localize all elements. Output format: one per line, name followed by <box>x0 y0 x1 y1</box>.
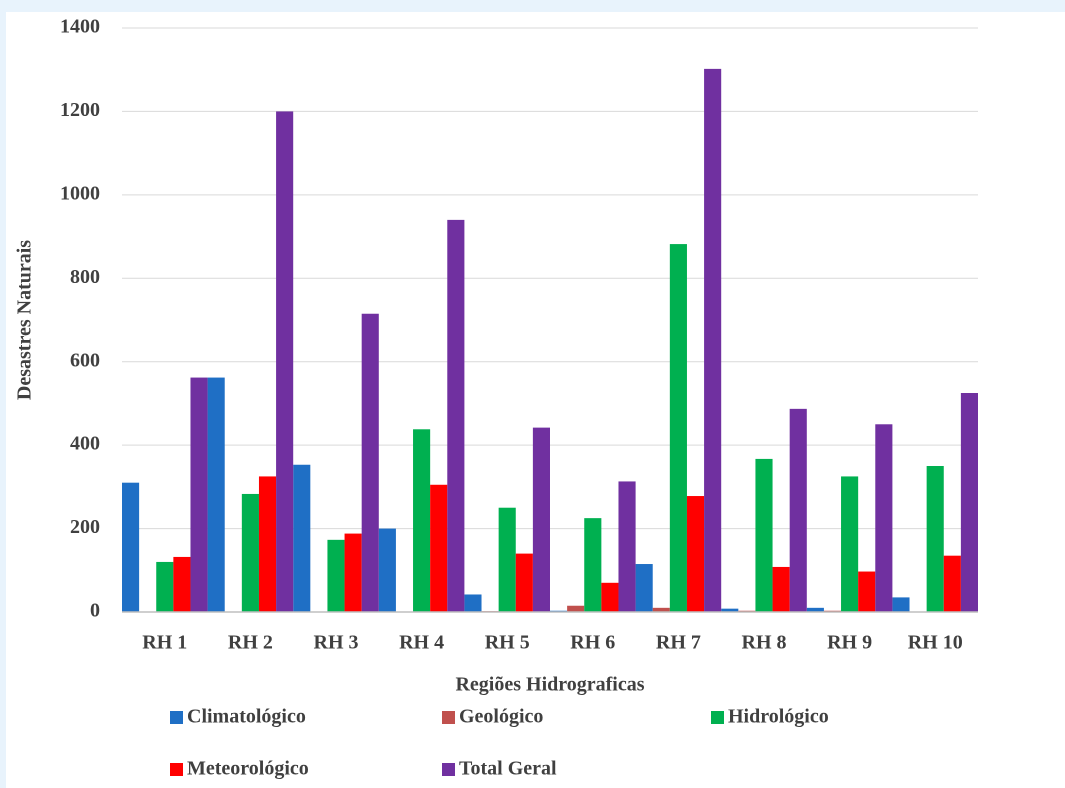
bar <box>635 564 653 612</box>
legend-label: Hidrológico <box>728 706 829 728</box>
bar <box>892 597 910 612</box>
bar <box>293 464 311 612</box>
y-tick-label: 1200 <box>60 99 100 121</box>
chart-background <box>6 12 1065 788</box>
bar <box>943 555 961 612</box>
legend-swatch <box>170 711 183 724</box>
legend-swatch <box>170 763 183 776</box>
x-tick-label: RH 7 <box>656 632 701 654</box>
bar <box>190 377 208 612</box>
bar <box>122 482 140 612</box>
bar <box>584 518 602 612</box>
x-tick-label: RH 6 <box>570 632 615 654</box>
bar <box>378 528 396 612</box>
bar <box>669 244 687 612</box>
x-tick-label: RH 2 <box>228 632 273 654</box>
bar <box>207 377 225 612</box>
bar <box>430 484 448 612</box>
bar <box>841 476 859 612</box>
bar <box>515 553 533 612</box>
bar <box>567 605 585 612</box>
bar <box>858 571 876 612</box>
bar <box>686 496 705 612</box>
bar <box>498 507 516 612</box>
x-tick-label: RH 5 <box>485 632 530 654</box>
bar <box>704 68 722 612</box>
y-tick-label: 400 <box>70 433 100 455</box>
legend-label: Meteorológico <box>187 758 309 780</box>
legend-swatch <box>711 711 724 724</box>
x-tick-label: RH 4 <box>399 632 444 654</box>
legend-label: Climatológico <box>187 706 306 728</box>
bar <box>156 561 174 612</box>
bar <box>618 481 636 612</box>
bar <box>755 458 773 612</box>
y-tick-label: 200 <box>70 516 100 538</box>
bar <box>789 408 807 612</box>
y-tick-label: 1000 <box>60 182 100 204</box>
bar <box>276 111 294 612</box>
bar <box>241 493 259 612</box>
y-tick-label: 0 <box>90 600 100 622</box>
x-tick-label: RH 9 <box>827 632 872 654</box>
x-tick-label: RH 10 <box>908 632 963 654</box>
y-tick-label: 800 <box>70 266 100 288</box>
bar <box>258 476 277 612</box>
y-tick-label: 1400 <box>60 16 100 38</box>
bar <box>601 582 619 612</box>
bar <box>344 533 362 612</box>
bar <box>721 608 739 612</box>
x-axis-label: Regiões Hidrograficas <box>455 674 644 696</box>
bar <box>327 539 345 612</box>
bar <box>532 427 550 612</box>
bar <box>960 393 978 612</box>
bar <box>806 607 824 612</box>
y-tick-label: 600 <box>70 349 100 371</box>
bar <box>413 429 431 612</box>
y-axis-label: Desastres Naturais <box>14 240 36 400</box>
bar <box>447 219 465 612</box>
bar <box>652 607 670 612</box>
bar <box>173 556 191 612</box>
bar <box>875 424 893 612</box>
bar <box>926 466 944 612</box>
x-tick-label: RH 1 <box>142 632 187 654</box>
x-tick-label: RH 8 <box>742 632 787 654</box>
bar <box>772 566 790 612</box>
legend-swatch <box>442 711 455 724</box>
legend-label: Total Geral <box>459 758 557 780</box>
x-tick-label: RH 3 <box>314 632 359 654</box>
legend-label: Geológico <box>459 706 543 728</box>
bar <box>464 594 482 612</box>
legend-swatch <box>442 763 455 776</box>
bar <box>361 313 379 612</box>
